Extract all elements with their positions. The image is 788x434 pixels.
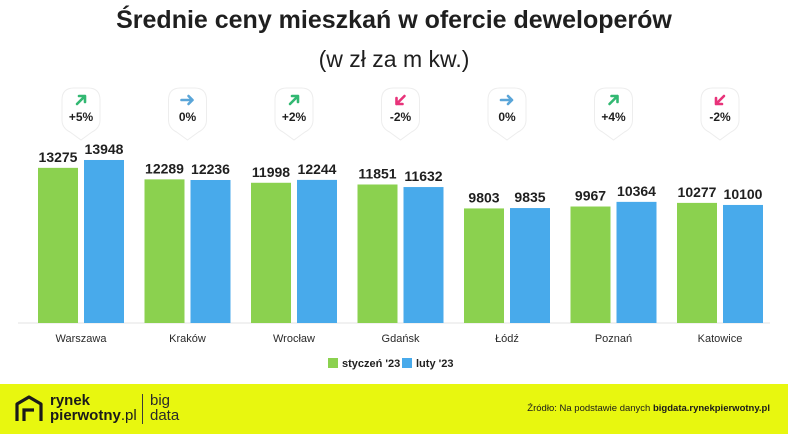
x-tick-label: Wrocław xyxy=(273,333,315,345)
bar-value-label: 12236 xyxy=(191,161,230,177)
bar xyxy=(251,182,291,323)
change-badge xyxy=(381,87,420,141)
arrow-down-left-icon xyxy=(395,94,406,106)
arrow-up-right-icon xyxy=(608,94,619,106)
arrow-down-left-icon xyxy=(714,94,726,106)
bar-value-label: 11632 xyxy=(404,168,442,184)
bar-value-label: 11851 xyxy=(358,165,396,181)
change-percent-label: +5% xyxy=(69,110,94,124)
x-tick-label: Poznań xyxy=(595,333,632,345)
source-prefix: Źródło: Na podstawie danych xyxy=(527,403,653,414)
x-tick-label: Warszawa xyxy=(56,333,108,345)
bigdata-line1: big xyxy=(150,392,171,409)
bar xyxy=(144,179,185,323)
change-badge xyxy=(168,87,207,141)
footer-divider xyxy=(142,394,143,424)
bar xyxy=(38,167,78,323)
bar xyxy=(403,187,444,323)
bar-value-label: 9803 xyxy=(468,189,499,205)
bar xyxy=(464,208,504,323)
legend-swatch xyxy=(328,358,338,368)
bigdata-line2: data xyxy=(150,407,180,424)
arrow-up-right-icon xyxy=(288,94,300,106)
arrow-up-right-icon xyxy=(75,94,87,106)
x-tick-label: Gdańsk xyxy=(382,333,420,345)
change-percent-label: -2% xyxy=(390,110,412,124)
chart-title: Średnie ceny mieszkań w ofercie dewelope… xyxy=(116,6,672,34)
change-badge xyxy=(274,87,314,141)
bar xyxy=(510,208,550,323)
bar-chart: 13275 13948 Warszawa +5% 12289 12236 Kraków 0% 1… xyxy=(18,87,770,370)
brand-line2: pierwotny xyxy=(50,407,121,424)
bar xyxy=(190,179,231,323)
bar xyxy=(84,159,124,323)
legend-swatch xyxy=(402,358,412,368)
source-link[interactable]: bigdata.rynekpierwotny.pl xyxy=(652,403,770,414)
change-percent-label: -2% xyxy=(709,110,731,124)
legend-label: styczeń '23 xyxy=(342,358,400,370)
bar-value-label: 10364 xyxy=(617,183,656,199)
brand-domain: .pl xyxy=(120,407,137,424)
bar-value-label: 10277 xyxy=(678,184,717,200)
bar-value-label: 13275 xyxy=(39,149,78,165)
bar xyxy=(570,206,611,323)
bigdata-logo: big data xyxy=(150,393,179,423)
bar xyxy=(297,179,337,323)
change-badge xyxy=(61,87,101,141)
arrow-right-icon xyxy=(180,94,194,106)
brand-line1: rynek xyxy=(50,392,91,409)
change-percent-label: +2% xyxy=(282,110,307,124)
bar-value-label: 9835 xyxy=(514,189,545,205)
legend-label: luty '23 xyxy=(416,358,453,370)
change-percent-label: 0% xyxy=(179,110,197,124)
change-percent-label: 0% xyxy=(498,110,516,124)
bar-value-label: 13948 xyxy=(85,141,124,157)
bar-value-label: 12244 xyxy=(298,161,337,177)
bar-value-label: 10100 xyxy=(724,186,763,202)
chart-subtitle: (w zł za m kw.) xyxy=(318,46,470,72)
bar xyxy=(723,204,763,323)
bar xyxy=(357,184,398,323)
arrow-right-icon xyxy=(499,94,514,106)
bar xyxy=(616,201,657,323)
change-percent-label: +4% xyxy=(601,110,626,124)
brand-name: rynek pierwotny.pl xyxy=(50,393,137,423)
footer-bar: rynek pierwotny.pl big data Źródło: Na p… xyxy=(0,384,788,434)
change-badge xyxy=(487,87,527,141)
x-tick-label: Katowice xyxy=(698,333,743,345)
bar xyxy=(677,202,717,323)
change-badge xyxy=(700,87,740,141)
x-tick-label: Kraków xyxy=(169,333,206,345)
bar-value-label: 12289 xyxy=(145,160,184,176)
change-badge xyxy=(594,87,633,141)
source-note: Źródło: Na podstawie danych bigdata.ryne… xyxy=(527,403,770,414)
bar-value-label: 9967 xyxy=(575,188,606,204)
bar-value-label: 11998 xyxy=(252,164,290,180)
rynekpierwotny-logo-icon xyxy=(15,395,43,421)
x-tick-label: Łódź xyxy=(495,333,519,345)
